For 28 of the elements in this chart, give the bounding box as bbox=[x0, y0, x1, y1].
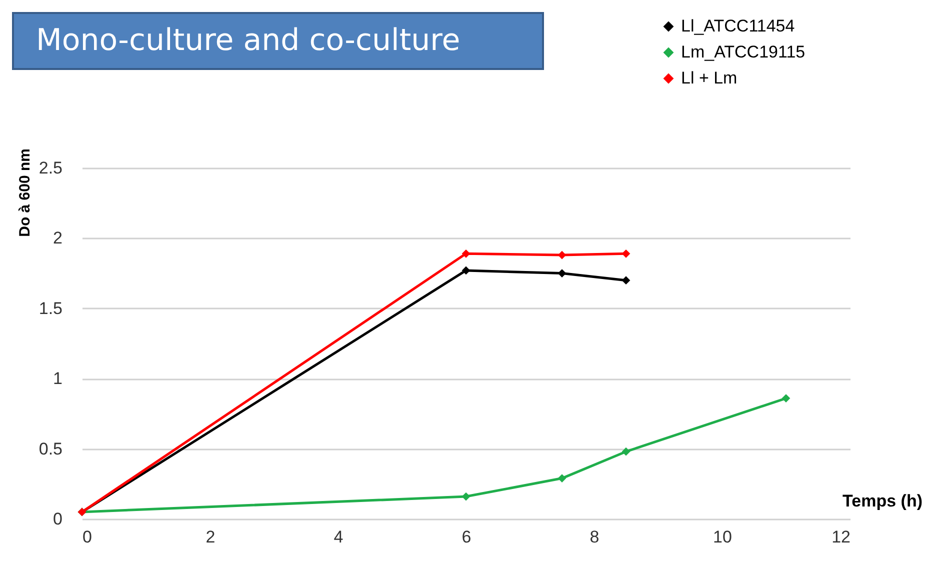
y-axis-title: Do à 600 nm bbox=[16, 148, 34, 237]
x-tick-label: 12 bbox=[832, 528, 850, 546]
y-tick-label: 0 bbox=[53, 510, 62, 528]
y-tick-label: 2 bbox=[53, 228, 62, 248]
point bbox=[622, 249, 630, 258]
point bbox=[622, 447, 630, 456]
x-tick-label: 6 bbox=[462, 528, 472, 546]
point bbox=[558, 269, 566, 278]
point bbox=[558, 474, 566, 482]
legend-label: Ll + Lm bbox=[681, 68, 738, 88]
legend-label: Ll_ATCC11454 bbox=[681, 16, 795, 36]
y-tick-label: 2.5 bbox=[38, 158, 62, 178]
point bbox=[782, 394, 790, 402]
y-tick-label: 0.5 bbox=[38, 439, 62, 458]
y-tick-label: 1 bbox=[53, 369, 62, 388]
x-tick-label: 0 bbox=[82, 528, 92, 546]
x-tick-label: 2 bbox=[206, 528, 216, 546]
chart-title: Mono-culture and co-culture bbox=[12, 12, 544, 70]
point bbox=[558, 250, 566, 260]
x-tick-label: 10 bbox=[713, 528, 732, 546]
x-tick-label: 4 bbox=[334, 528, 344, 546]
x-axis-title: Temps (h) bbox=[842, 492, 922, 510]
point bbox=[462, 266, 470, 275]
x-tick-label: 8 bbox=[590, 528, 600, 546]
point bbox=[462, 492, 470, 501]
legend-label: Lm_ATCC19115 bbox=[681, 42, 806, 62]
point bbox=[622, 276, 630, 285]
y-tick-label: 1.5 bbox=[38, 298, 62, 318]
